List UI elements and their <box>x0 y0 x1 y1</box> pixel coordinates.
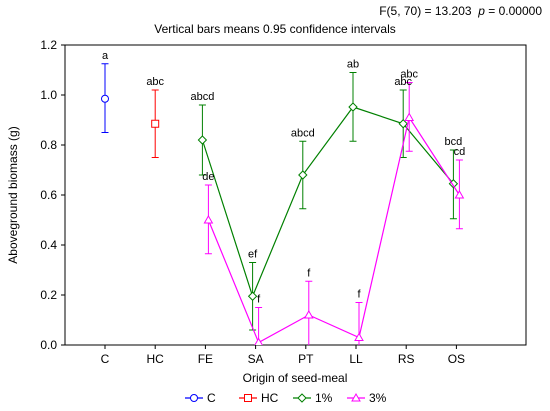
significance-letter: cd <box>454 146 466 158</box>
legend-label: HC <box>261 391 279 405</box>
legend-label: 3% <box>369 391 387 405</box>
point-marker <box>190 394 198 402</box>
point-marker <box>197 135 208 145</box>
y-tick-label: 0.0 <box>40 338 57 352</box>
series-2 <box>151 89 160 158</box>
significance-letter: abc <box>394 76 412 88</box>
legend: C HC 1% 3% <box>185 391 387 405</box>
point-marker <box>151 119 160 128</box>
point-marker <box>298 170 308 180</box>
point-marker <box>244 394 252 402</box>
significance-letter: abc <box>146 76 164 88</box>
y-tick-label: 0.2 <box>40 288 57 302</box>
chart-subtitle: Vertical bars means 0.95 confidence inte… <box>154 22 396 36</box>
y-tick-label: 1.0 <box>40 88 57 102</box>
significance-letter: abc <box>400 69 418 81</box>
point-marker <box>297 393 307 403</box>
point-marker <box>101 94 109 103</box>
significance-letter: ab <box>347 59 359 71</box>
x-tick-label: OS <box>448 352 465 366</box>
legend-item: 1% <box>293 391 333 405</box>
significance-letter: f <box>357 289 361 301</box>
point-marker <box>351 392 361 402</box>
y-tick-label: 1.2 <box>40 38 57 52</box>
significance-letter: bcd <box>445 136 463 148</box>
series-line <box>207 115 460 344</box>
significance-letter: abcd <box>190 91 214 103</box>
x-tick-label: SA <box>248 352 264 366</box>
series-line <box>201 106 454 298</box>
significance-letter: ef <box>248 249 258 261</box>
series-4 <box>203 82 465 345</box>
point-marker <box>348 102 358 112</box>
series-1 <box>101 63 109 133</box>
x-axis-label: Origin of seed-meal <box>243 371 348 385</box>
x-tick-label: FE <box>198 352 213 366</box>
plot-area <box>101 63 465 345</box>
significance-labels: a abc abcd ef abcd ab abc bcd de f f f abc cd <box>102 50 465 306</box>
f-value-text: F(5, 70) = 13.203 <box>379 4 472 18</box>
y-tick-label: 0.4 <box>40 238 57 252</box>
legend-label: 1% <box>315 391 333 405</box>
point-marker <box>247 291 258 301</box>
point-marker <box>454 189 465 199</box>
x-tick-label: LL <box>349 352 363 366</box>
legend-label: C <box>207 391 216 405</box>
significance-letter: f <box>257 294 261 306</box>
point-marker <box>303 309 314 319</box>
significance-letter: f <box>307 267 311 279</box>
point-marker <box>203 214 214 224</box>
p-value-text: = 0.00000 <box>488 4 542 18</box>
x-tick-label: C <box>101 352 110 366</box>
point-marker <box>404 112 415 121</box>
p-symbol: p <box>478 4 485 18</box>
axis-labels: Aboveground biomass (g) Origin of seed-m… <box>6 126 347 385</box>
significance-letter: a <box>102 50 109 62</box>
significance-letter: abcd <box>291 127 315 139</box>
legend-item: 3% <box>347 391 387 405</box>
x-tick-label: RS <box>398 352 415 366</box>
x-tick-label: HC <box>147 352 165 366</box>
point-marker <box>354 332 364 341</box>
x-tick-label: PT <box>298 352 314 366</box>
legend-item: C <box>185 391 216 405</box>
y-tick-label: 0.6 <box>40 188 57 202</box>
y-tick-label: 0.8 <box>40 138 57 152</box>
legend-item: HC <box>239 391 279 405</box>
point-marker <box>398 119 408 129</box>
axes: 0.0 0.2 0.4 0.6 0.8 1.0 1.2 C HC FE SA PT LL RS OS <box>40 38 527 366</box>
point-marker <box>254 337 263 345</box>
y-axis-label: Aboveground biomass (g) <box>6 126 20 263</box>
f-statistic: F(5, 70) = 13.203 p = 0.00000 <box>379 4 542 18</box>
significance-letter: de <box>202 171 214 183</box>
